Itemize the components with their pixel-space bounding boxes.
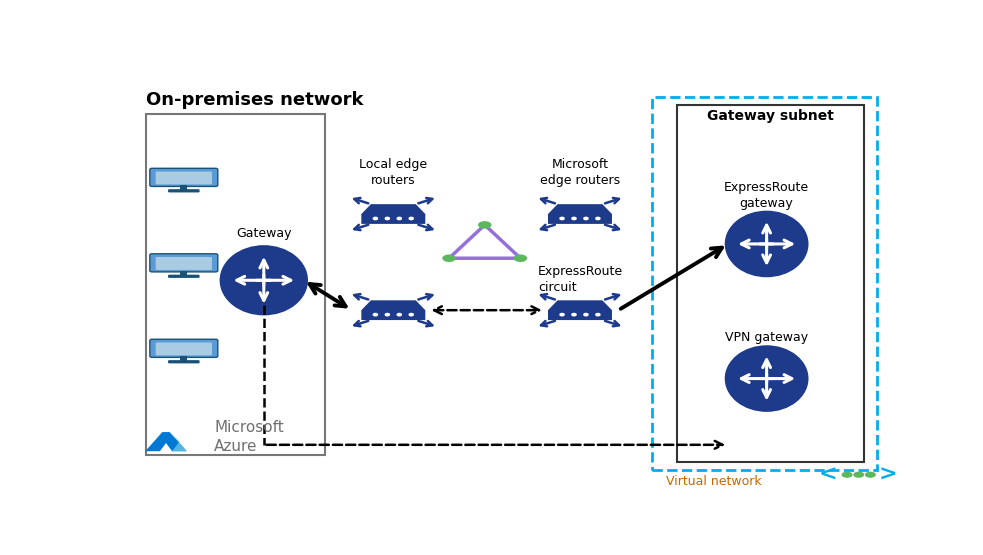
- Ellipse shape: [724, 211, 808, 278]
- Circle shape: [374, 314, 377, 316]
- Text: VPN gateway: VPN gateway: [725, 331, 808, 344]
- Bar: [180, 356, 188, 361]
- Text: Gateway subnet: Gateway subnet: [708, 109, 835, 123]
- FancyBboxPatch shape: [168, 275, 200, 278]
- FancyBboxPatch shape: [677, 105, 864, 462]
- FancyBboxPatch shape: [155, 171, 212, 184]
- Text: ExpressRoute
circuit: ExpressRoute circuit: [538, 265, 623, 294]
- Circle shape: [853, 472, 864, 478]
- Circle shape: [385, 314, 389, 316]
- Text: Virtual network: Virtual network: [665, 475, 762, 488]
- Text: ExpressRoute
gateway: ExpressRoute gateway: [724, 180, 809, 210]
- Ellipse shape: [219, 245, 308, 315]
- Circle shape: [478, 221, 492, 229]
- FancyBboxPatch shape: [149, 254, 218, 272]
- Text: <: <: [819, 465, 838, 485]
- FancyBboxPatch shape: [168, 360, 200, 364]
- Circle shape: [409, 218, 413, 220]
- Circle shape: [596, 314, 600, 316]
- Circle shape: [409, 314, 413, 316]
- FancyBboxPatch shape: [145, 114, 324, 456]
- FancyBboxPatch shape: [155, 342, 212, 355]
- Polygon shape: [145, 432, 187, 451]
- Polygon shape: [362, 300, 426, 320]
- Ellipse shape: [724, 345, 808, 412]
- Text: Local edge
routers: Local edge routers: [359, 159, 428, 188]
- Circle shape: [584, 314, 588, 316]
- Circle shape: [596, 218, 600, 220]
- Circle shape: [584, 218, 588, 220]
- Text: Azure: Azure: [214, 440, 258, 455]
- Circle shape: [560, 218, 564, 220]
- Text: >: >: [879, 465, 897, 485]
- Bar: [180, 185, 188, 190]
- Bar: [180, 271, 188, 275]
- Circle shape: [397, 218, 401, 220]
- Circle shape: [560, 314, 564, 316]
- FancyBboxPatch shape: [149, 339, 218, 357]
- FancyBboxPatch shape: [155, 257, 212, 270]
- Circle shape: [572, 218, 576, 220]
- FancyBboxPatch shape: [149, 168, 218, 186]
- Text: Microsoft
edge routers: Microsoft edge routers: [540, 159, 620, 188]
- Polygon shape: [548, 300, 612, 320]
- Circle shape: [374, 218, 377, 220]
- Circle shape: [397, 314, 401, 316]
- Circle shape: [514, 254, 527, 262]
- Text: Gateway: Gateway: [236, 227, 292, 240]
- Circle shape: [865, 472, 876, 478]
- Circle shape: [442, 254, 456, 262]
- Circle shape: [385, 218, 389, 220]
- Polygon shape: [548, 204, 612, 224]
- Polygon shape: [170, 432, 187, 451]
- Circle shape: [841, 472, 852, 478]
- Text: Microsoft: Microsoft: [214, 420, 284, 435]
- Polygon shape: [362, 204, 426, 224]
- FancyBboxPatch shape: [168, 189, 200, 193]
- Circle shape: [572, 314, 576, 316]
- Text: On-premises network: On-premises network: [145, 92, 364, 109]
